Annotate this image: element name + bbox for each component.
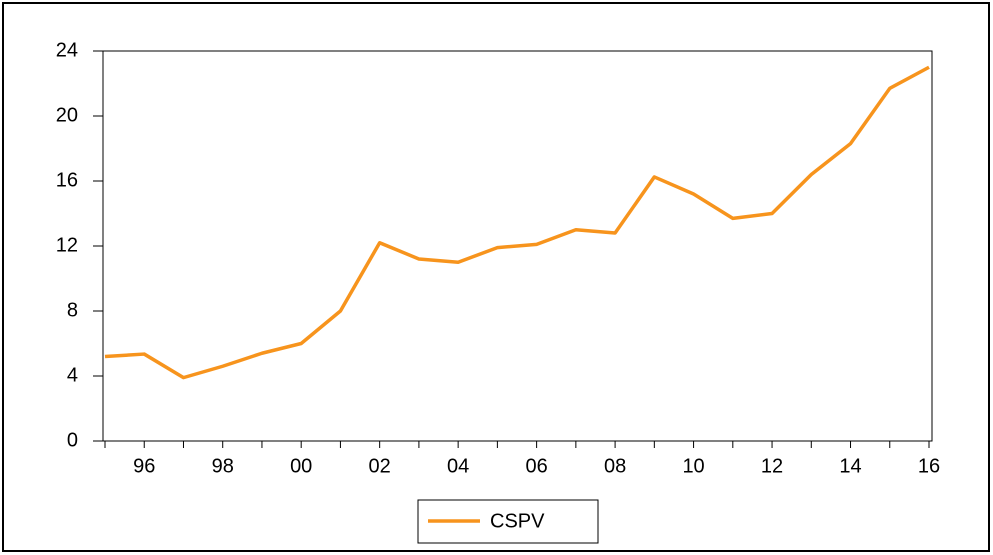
x-tick-label: 96 — [133, 455, 155, 477]
x-tick-label: 06 — [525, 455, 547, 477]
x-tick-label: 08 — [604, 455, 626, 477]
legend-label: CSPV — [490, 510, 545, 532]
x-tick-label: 16 — [918, 455, 940, 477]
x-tick-label: 02 — [369, 455, 391, 477]
x-tick-label: 00 — [290, 455, 312, 477]
x-tick-label: 10 — [682, 455, 704, 477]
y-tick-label: 24 — [56, 39, 78, 61]
x-tick-label: 14 — [839, 455, 861, 477]
y-tick-label: 12 — [56, 234, 78, 256]
x-tick-label: 98 — [212, 455, 234, 477]
x-tick-label: 04 — [447, 455, 469, 477]
y-tick-label: 20 — [56, 104, 78, 126]
series-line — [104, 65, 930, 380]
y-tick-label: 8 — [67, 299, 78, 321]
y-tick-label: 4 — [67, 364, 78, 386]
y-tick-label: 0 — [67, 429, 78, 451]
x-tick-label: 12 — [761, 455, 783, 477]
y-tick-label: 16 — [56, 169, 78, 191]
